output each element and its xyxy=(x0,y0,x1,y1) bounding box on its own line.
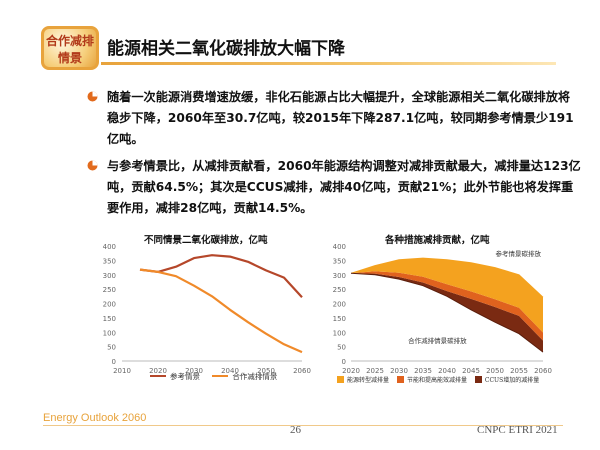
bullet-text: 与参考情景比，从减排贡献看，2060年能源结构调整对减排贡献最大，减排量达123… xyxy=(107,159,581,215)
x-tick-label: 2020 xyxy=(149,367,167,375)
page-number: 26 xyxy=(290,424,301,436)
legend-item: 合作减排情景 xyxy=(212,371,277,382)
area-band xyxy=(351,273,543,353)
title-divider xyxy=(101,62,556,65)
x-tick-label: 2050 xyxy=(486,367,504,375)
line-chart: 不同情景二氧化碳排放，亿吨 0 50 100 150 200 250 300 350 400 20… xyxy=(92,228,312,388)
legend-swatch xyxy=(337,376,344,383)
legend-item: 能源转型减排量 xyxy=(337,375,389,384)
y-tick-label: 200 xyxy=(333,301,346,309)
bullet-icon xyxy=(87,91,98,102)
x-tick-label: 2020 xyxy=(342,367,360,375)
page-title: 能源相关二氧化碳排放大幅下降 xyxy=(107,39,345,59)
y-tick-label: 400 xyxy=(103,243,116,251)
y-tick-label: 300 xyxy=(333,272,346,280)
x-tick-label: 2030 xyxy=(185,367,203,375)
line-chart-plot: 0 50 100 150 200 250 300 350 400 2010 2020 2030 2040… xyxy=(103,243,311,375)
y-tick-label: 350 xyxy=(103,257,116,265)
y-tick-label: 250 xyxy=(333,286,346,294)
x-tick-label: 2060 xyxy=(534,367,552,375)
bullet-item: 与参考情景比，从减排贡献看，2060年能源结构调整对减排贡献最大，减排量达123… xyxy=(87,156,582,219)
legend-item: 参考情景 xyxy=(150,371,200,382)
bullet-icon xyxy=(87,160,98,171)
x-tick-label: 2055 xyxy=(510,367,528,375)
logo-badge xyxy=(41,26,99,70)
y-tick-label: 100 xyxy=(103,329,116,337)
legend-swatch xyxy=(396,376,404,383)
y-tick-label: 200 xyxy=(103,301,116,309)
chart-legend: 参考情景 合作减排情景 xyxy=(150,370,287,382)
legend-item: 节能和提高能效减排量 xyxy=(396,375,467,384)
x-tick-label: 2040 xyxy=(221,367,239,375)
chart-title: 不同情景二氧化碳排放，亿吨 xyxy=(144,235,268,246)
y-tick-label: 300 xyxy=(103,272,116,280)
area-chart: 各种措施减排贡献，亿吨 0 50 100 150 200 250 300 350 400 2020… xyxy=(323,228,563,388)
footer-brand: Energy Outlook 2060 xyxy=(43,412,147,424)
annotation-label: 合作减排情景碳排放 xyxy=(408,336,467,345)
footer-divider xyxy=(43,425,563,426)
legend-label: 能源转型减排量 xyxy=(347,377,390,384)
legend-swatch xyxy=(150,375,166,377)
bullet-text: 随着一次能源消费增速放缓，非化石能源占比大幅提升，全球能源相关二氧化碳排放将稳步… xyxy=(107,90,574,146)
legend-label: 节能和提高能效减排量 xyxy=(406,377,467,384)
y-tick-label: 250 xyxy=(103,286,116,294)
x-tick-label: 2030 xyxy=(390,367,408,375)
y-tick-label: 100 xyxy=(333,329,346,337)
x-tick-label: 2025 xyxy=(366,367,384,375)
logo-text-line2: 情景 xyxy=(58,50,82,65)
y-tick-label: 0 xyxy=(342,358,346,366)
y-tick-label: 50 xyxy=(337,344,346,352)
legend-item: CCUS增加的减排量 xyxy=(474,375,540,384)
y-tick-label: 150 xyxy=(333,315,346,323)
x-tick-label: 2035 xyxy=(414,367,432,375)
legend-label: 参考情景 xyxy=(170,371,200,381)
x-tick-label: 2045 xyxy=(462,367,480,375)
chart-title: 各种措施减排贡献，亿吨 xyxy=(385,235,490,246)
x-tick-label: 2060 xyxy=(293,367,311,375)
area-band xyxy=(351,271,543,341)
y-tick-label: 400 xyxy=(333,243,346,251)
annotation-label: 参考情景碳排放 xyxy=(496,249,542,258)
legend-swatch xyxy=(212,375,229,377)
series-line xyxy=(139,254,303,298)
chart-legend: 能源转型减排量 节能和提高能效减排量 CCUS增加的减排量 xyxy=(337,375,539,385)
reference-line xyxy=(350,257,544,298)
series-line xyxy=(139,268,303,354)
logo-text-line1: 合作减排 xyxy=(46,33,94,48)
legend-swatch xyxy=(474,376,482,383)
y-tick-label: 350 xyxy=(333,257,346,265)
area-band xyxy=(351,258,543,333)
bullet-item: 随着一次能源消费增速放缓，非化石能源占比大幅提升，全球能源相关二氧化碳排放将稳步… xyxy=(87,87,582,150)
logo-icon: 合作减排 情景 xyxy=(46,33,94,65)
footer-org: CNPC ETRI 2021 xyxy=(477,424,558,436)
y-tick-label: 150 xyxy=(103,315,116,323)
x-tick-label: 2010 xyxy=(113,367,131,375)
y-tick-label: 0 xyxy=(112,358,116,366)
coop-line xyxy=(350,272,544,353)
x-tick-label: 2040 xyxy=(438,367,456,375)
legend-label: 合作减排情景 xyxy=(232,371,278,381)
legend-label: CCUS增加的减排量 xyxy=(484,377,540,384)
area-chart-plot: 0 50 100 150 200 250 300 350 400 2020 2025 2030 2035… xyxy=(333,243,552,375)
x-tick-label: 2050 xyxy=(257,367,275,375)
y-tick-label: 50 xyxy=(107,344,116,352)
